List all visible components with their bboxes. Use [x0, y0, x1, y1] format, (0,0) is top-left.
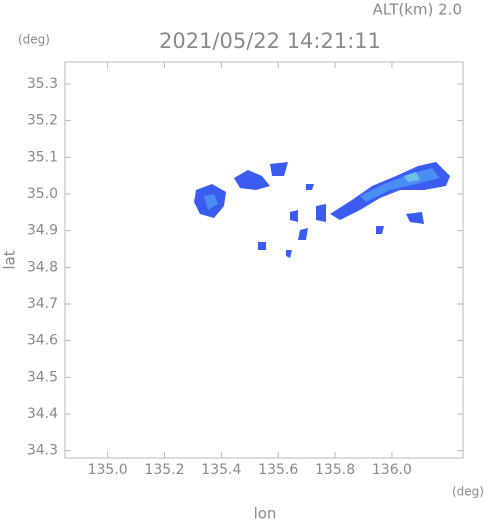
- y-tick-label: 34.6: [27, 333, 58, 349]
- x-tick-label: 135.0: [88, 462, 128, 478]
- y-tick-label: 34.5: [27, 369, 58, 385]
- x-tick-label: 135.8: [315, 462, 355, 478]
- x-tick-label: 136.0: [372, 462, 412, 478]
- radar-echo: [194, 162, 450, 258]
- y-tick-label: 35.0: [27, 186, 58, 202]
- y-unit: (deg): [18, 33, 50, 47]
- x-tick-label: 135.6: [258, 462, 298, 478]
- chart-title: 2021/05/22 14:21:11: [159, 29, 381, 53]
- y-tick-label: 35.2: [27, 113, 58, 129]
- altitude-label: ALT(km) 2.0: [373, 1, 462, 19]
- x-label: lon: [254, 505, 277, 521]
- x-unit: (deg): [452, 485, 484, 499]
- y-tick-label: 34.4: [27, 406, 58, 422]
- y-label: lat: [1, 250, 19, 269]
- y-tick-label: 35.1: [27, 149, 58, 165]
- y-tick-label: 35.3: [27, 76, 58, 92]
- plot-frame: [64, 61, 464, 459]
- x-tick-label: 135.4: [201, 462, 241, 478]
- y-tick-label: 34.7: [27, 296, 58, 312]
- y-tick-label: 34.8: [27, 259, 58, 275]
- y-tick-label: 34.9: [27, 223, 58, 239]
- y-tick-label: 34.3: [27, 443, 58, 459]
- x-tick-label: 135.2: [144, 462, 184, 478]
